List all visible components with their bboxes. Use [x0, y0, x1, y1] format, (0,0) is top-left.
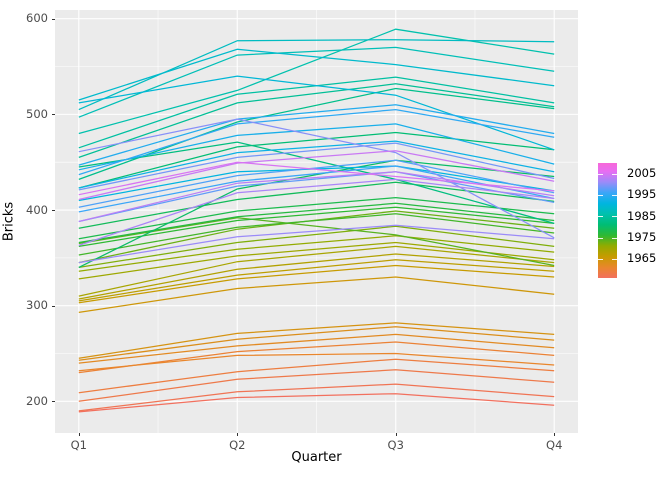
legend-label-2005: 2005 [627, 166, 657, 181]
series-line-1981 [78, 131, 555, 189]
series-line-1956 [78, 393, 555, 413]
x-tick-label-Q2: Q2 [229, 438, 246, 452]
y-tick-mark [52, 114, 55, 116]
series-line-1979 [78, 181, 555, 229]
series-line-1990 [78, 75, 555, 151]
series-line-1971 [78, 235, 555, 272]
series-line-1962 [78, 333, 555, 364]
y-tick-label-500: 500 [26, 106, 48, 121]
x-tick-mark [78, 433, 80, 436]
x-tick-mark [395, 433, 397, 436]
series-line-1967 [78, 259, 555, 302]
lines-plot [55, 10, 578, 433]
series-line-1968 [78, 253, 555, 300]
series-line-1982 [78, 141, 555, 225]
series-line-2005 [78, 161, 555, 196]
series-line-2000 [78, 118, 555, 239]
legend-tick-mark [612, 194, 617, 196]
series-line-1975 [78, 213, 555, 256]
series-line-1995 [78, 108, 555, 176]
y-tick-mark [52, 401, 55, 403]
legend-tick-mark [598, 216, 603, 218]
legend-tick-mark [612, 216, 617, 218]
series-line-1977 [78, 202, 555, 244]
series-line-1958 [78, 369, 555, 402]
legend-tick-mark [612, 173, 617, 175]
series-line-1999 [78, 142, 555, 191]
series-line-1987 [78, 46, 555, 118]
series-line-1989 [78, 48, 555, 101]
legend-tick-mark [598, 194, 603, 196]
series-line-1972 [78, 225, 555, 269]
x-tick-mark [237, 433, 239, 436]
series-line-1965 [78, 276, 555, 314]
legend-tick-mark [612, 258, 617, 260]
y-tick-label-200: 200 [26, 393, 48, 408]
series-line-1974 [78, 217, 555, 267]
x-tick-label-Q3: Q3 [387, 438, 404, 452]
series-line-1976 [78, 206, 555, 248]
series-line-1983 [78, 87, 555, 180]
series-line-1957 [78, 383, 555, 412]
y-tick-mark [52, 210, 55, 212]
series-line-1984 [78, 83, 555, 158]
legend-tick-mark [612, 237, 617, 239]
legend-tick-mark [598, 237, 603, 239]
y-tick-label-300: 300 [26, 298, 48, 313]
legend-label-1985: 1985 [627, 208, 657, 223]
series-line-1992 [78, 140, 555, 189]
legend-tick-mark [598, 258, 603, 260]
series-line-1970 [78, 241, 555, 280]
series-line-2004 [78, 150, 555, 201]
series-line-1986 [78, 28, 555, 135]
y-tick-label-600: 600 [26, 11, 48, 26]
x-tick-label-Q4: Q4 [546, 438, 563, 452]
series-line-1959 [78, 358, 555, 394]
legend-gradient-bar [598, 163, 617, 278]
series-line-1960 [78, 341, 555, 374]
series-line-1978 [78, 196, 555, 240]
plot-panel [55, 10, 578, 433]
y-axis-title: Bricks [1, 201, 17, 242]
x-tick-mark [554, 433, 556, 436]
series-line-1996 [78, 165, 555, 213]
series-line-1963 [78, 326, 555, 361]
legend-label-1975: 1975 [627, 230, 657, 245]
y-tick-mark [52, 305, 55, 307]
y-tick-mark [52, 18, 55, 20]
x-tick-label-Q1: Q1 [70, 438, 87, 452]
series-line-2002 [78, 178, 555, 246]
legend-label-1995: 1995 [627, 187, 657, 202]
legend-tick-mark [598, 173, 603, 175]
series-line-1993 [78, 123, 555, 171]
series-line-1980 [78, 159, 555, 268]
y-tick-label-400: 400 [26, 202, 48, 217]
series-line-1994 [78, 104, 555, 166]
x-axis-title: Quarter [291, 450, 342, 465]
series-line-1998 [78, 171, 555, 223]
series-line-1969 [78, 245, 555, 297]
series-line-1961 [78, 352, 555, 372]
series-line-1966 [78, 264, 555, 304]
series-line-2001 [78, 224, 555, 264]
series-line-1997 [78, 159, 555, 208]
series-line-1964 [78, 322, 555, 359]
legend-label-1965: 1965 [627, 251, 657, 266]
